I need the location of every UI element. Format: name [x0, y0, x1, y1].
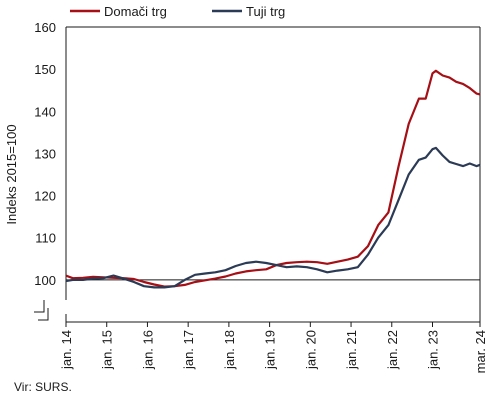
- x-tick-label: jan. 15: [100, 330, 115, 370]
- source-note: Vir: SURS.: [14, 380, 72, 394]
- x-tick-label: jan. 16: [140, 330, 155, 370]
- series-line-domaci-trg: [65, 69, 481, 288]
- y-tick-label: 120: [34, 189, 56, 204]
- y-tick-label: 140: [34, 104, 56, 119]
- legend-label: Domači trg: [104, 4, 167, 19]
- x-tick-label: jan. 22: [385, 330, 400, 370]
- series-line-tuji-trg: [65, 146, 481, 289]
- x-tick-label: jan. 21: [344, 330, 359, 370]
- x-tick-label: mar. 24: [473, 330, 488, 373]
- y-tick-label: 110: [35, 231, 56, 246]
- y-tick-label: 160: [34, 20, 56, 35]
- axis-break-symbol: [38, 308, 49, 321]
- axis-break-symbol: [34, 300, 45, 313]
- plot-frame: [65, 26, 481, 323]
- x-tick-label: jan. 20: [303, 330, 318, 370]
- y-axis-label: Indeks 2015=100: [4, 124, 19, 224]
- x-tick-label: jan. 14: [59, 330, 74, 370]
- y-tick-label: 150: [34, 62, 56, 77]
- x-tick-label: jan. 17: [181, 330, 196, 370]
- y-tick-label: 130: [34, 146, 56, 161]
- legend: Domači trg Tuji trg: [70, 4, 285, 19]
- x-tick-label: jan. 18: [222, 330, 237, 370]
- x-axis-ticks: jan. 14 jan. 15 jan. 16 jan. 17 jan. 18 jan. …: [59, 322, 488, 373]
- x-tick-label: jan. 19: [263, 330, 278, 370]
- axis-break: [34, 300, 72, 321]
- axis-break-mask: [60, 300, 72, 314]
- x-tick-label: jan. 23: [425, 330, 440, 370]
- legend-label: Tuji trg: [246, 4, 285, 19]
- series-lines: [65, 69, 481, 289]
- y-tick-label: 100: [34, 273, 56, 288]
- y-axis-ticks: 100 110 120 130 140 150 160: [34, 20, 56, 288]
